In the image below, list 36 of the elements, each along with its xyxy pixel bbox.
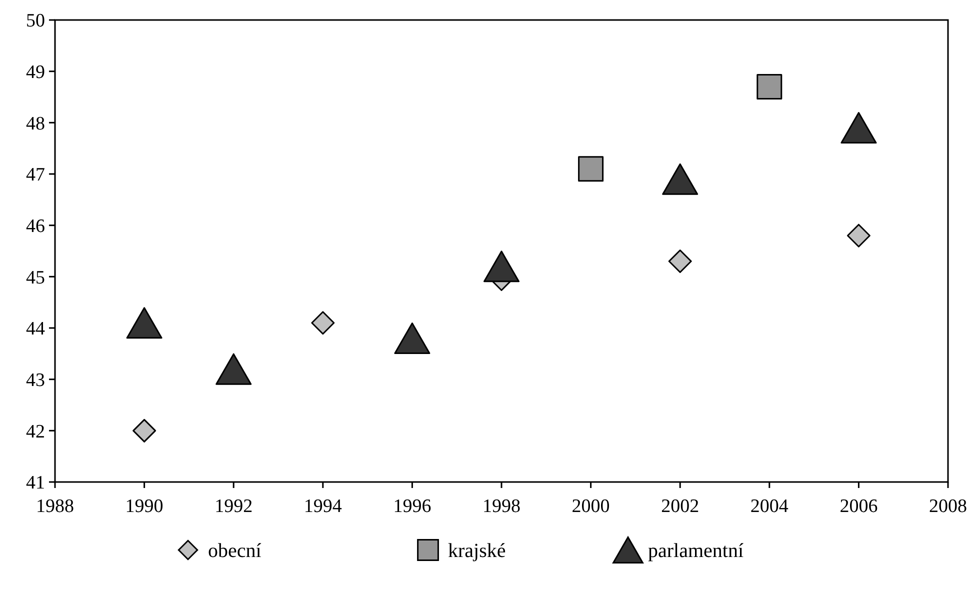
point [756, 74, 782, 100]
x-tick-label: 2002 [661, 496, 700, 517]
y-tick-label: 50 [26, 10, 45, 32]
y-tick-label: 42 [26, 421, 45, 442]
y-tick-label: 48 [26, 113, 45, 134]
point [578, 156, 604, 182]
y-tick-label: 41 [26, 472, 45, 494]
x-tick-label: 1994 [304, 496, 342, 517]
point [846, 224, 870, 248]
point [668, 250, 692, 274]
point [484, 250, 520, 282]
legend-label: krajské [448, 540, 506, 562]
x-tick-label: 1996 [393, 496, 432, 517]
y-tick-label: 47 [26, 164, 45, 186]
point [662, 163, 698, 195]
x-tick-label: 2008 [929, 496, 967, 517]
x-tick-label: 2000 [572, 496, 610, 517]
legend-label: obecní [208, 540, 262, 562]
point [840, 112, 877, 144]
point [216, 353, 252, 385]
point [132, 418, 156, 442]
point [394, 322, 430, 354]
x-tick-label: 1992 [214, 496, 253, 517]
point [126, 307, 162, 339]
point [311, 311, 335, 335]
y-tick-label: 44 [26, 318, 46, 340]
x-tick-label: 1990 [125, 496, 164, 517]
y-tick-label: 46 [26, 216, 45, 237]
y-tick-label: 49 [26, 62, 45, 83]
y-tick-label: 45 [26, 267, 45, 288]
x-tick-label: 2004 [750, 496, 789, 517]
y-tick-label: 43 [26, 370, 45, 391]
x-tick-label: 1998 [482, 496, 520, 517]
x-tick-label: 1988 [36, 496, 74, 517]
legend-label: parlamentní [648, 540, 744, 562]
x-tick-label: 2006 [840, 496, 878, 517]
